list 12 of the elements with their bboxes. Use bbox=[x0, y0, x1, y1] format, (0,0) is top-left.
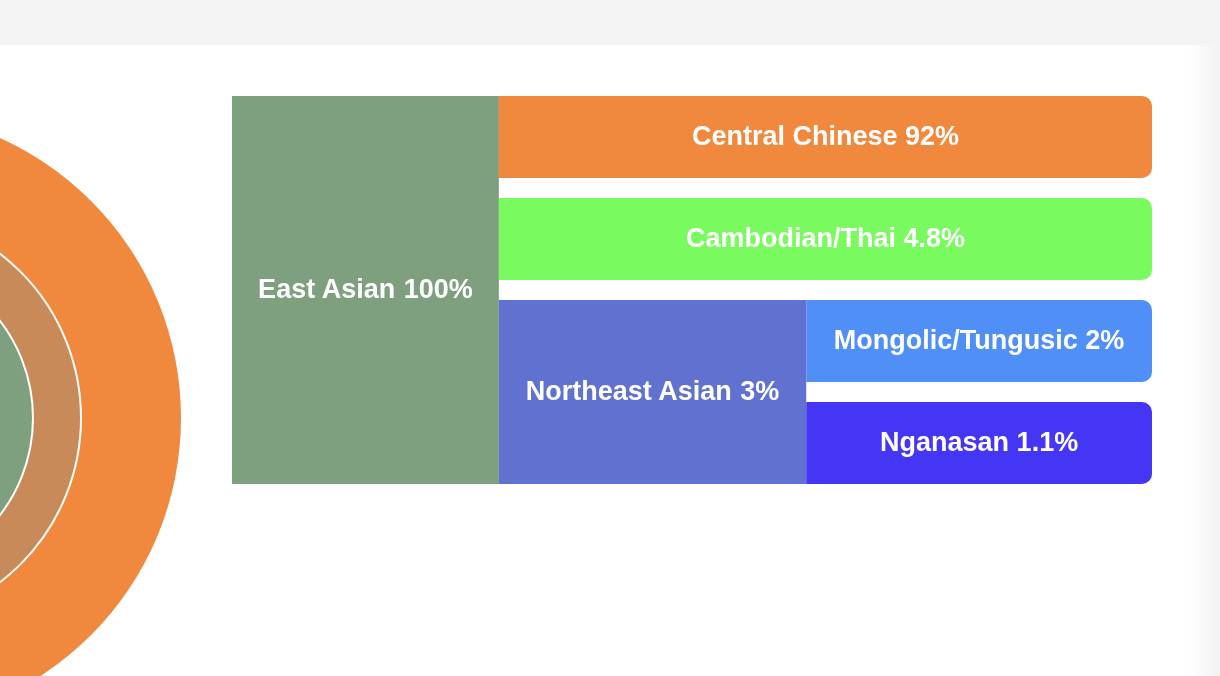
data-label: 100% bbox=[403, 274, 473, 305]
data-label: 3% bbox=[740, 376, 780, 407]
data-label: 4.8% bbox=[903, 223, 965, 254]
data-label: 92% bbox=[904, 121, 959, 152]
category-label: Cambodian/Thai bbox=[685, 223, 896, 254]
category-label: Mongolic/Tungusic bbox=[833, 325, 1078, 356]
data-label: 1.1% bbox=[1016, 427, 1079, 458]
category-label: Nganasan bbox=[880, 427, 1010, 458]
category-label: Northeast Asian bbox=[525, 376, 732, 407]
category-label: East Asian bbox=[258, 274, 396, 305]
data-label: 2% bbox=[1085, 325, 1125, 356]
category-label: Central Chinese bbox=[691, 121, 898, 152]
